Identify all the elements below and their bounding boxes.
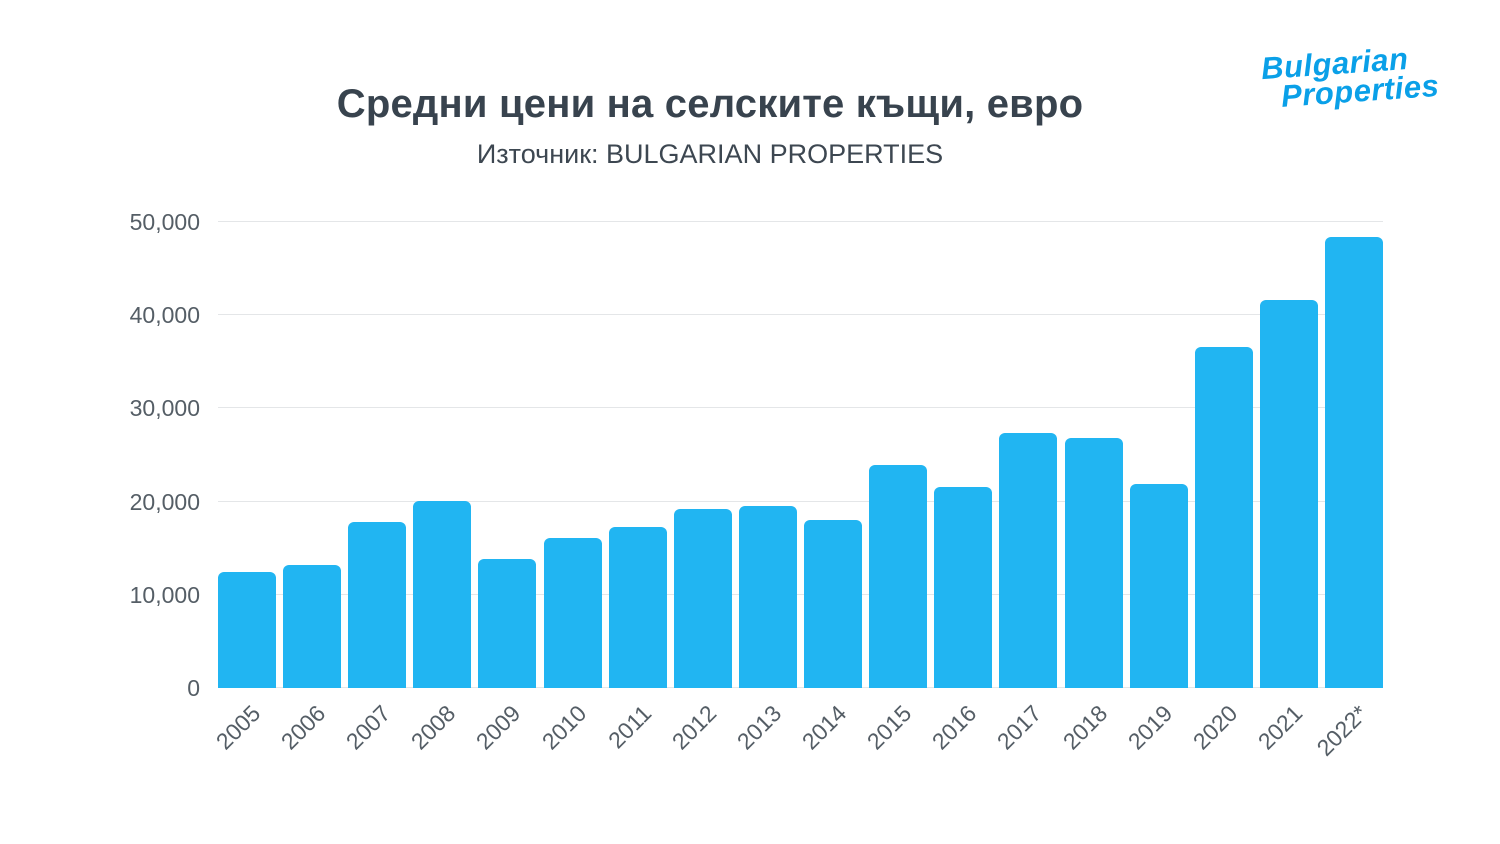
bar-2017 bbox=[999, 432, 1058, 688]
x-axis: 2005 2006 2007 2008 2009 2010 2011 2012 2013 2014… bbox=[211, 700, 1383, 820]
bar-2012 bbox=[673, 509, 732, 688]
bar-2021 bbox=[1259, 300, 1318, 688]
bar-2005 bbox=[218, 571, 276, 688]
chart-header: Средни цени на селските къщи, евро Източ… bbox=[0, 82, 1420, 170]
y-tick-label: 50,000 bbox=[129, 209, 200, 235]
bar-2013 bbox=[738, 506, 797, 688]
bar-2022* bbox=[1325, 236, 1383, 688]
bar-2018 bbox=[1064, 438, 1123, 688]
y-axis: 0 10,000 20,000 30,000 40,000 50,000 bbox=[0, 209, 200, 701]
y-tick-label: 10,000 bbox=[129, 581, 200, 608]
gridline bbox=[218, 593, 1383, 595]
chart-subtitle: Източник: BULGARIAN PROPERTIES bbox=[476, 139, 944, 169]
y-tick-label: 40,000 bbox=[129, 302, 200, 329]
bar-2008 bbox=[413, 500, 472, 688]
chart-title: Средни цени на селските къщи, евро bbox=[336, 82, 1084, 126]
y-tick-label: 20,000 bbox=[129, 488, 200, 515]
bar-2006 bbox=[283, 564, 342, 688]
bar-2010 bbox=[543, 537, 602, 688]
gridline bbox=[218, 500, 1383, 502]
bar-2016 bbox=[934, 486, 993, 688]
bar-2020 bbox=[1194, 346, 1253, 688]
bar-2007 bbox=[348, 522, 407, 688]
y-tick-label: 0 bbox=[187, 675, 200, 701]
gridline bbox=[218, 221, 1383, 222]
bar-2015 bbox=[869, 465, 928, 688]
plot-area bbox=[218, 221, 1383, 688]
bar-2014 bbox=[804, 520, 863, 688]
bar-2011 bbox=[608, 526, 667, 688]
bar-2019 bbox=[1129, 483, 1188, 688]
gridline bbox=[218, 687, 1383, 688]
y-tick-label: 30,000 bbox=[129, 395, 200, 422]
bar-2009 bbox=[478, 559, 537, 688]
gridline bbox=[218, 314, 1383, 316]
gridline bbox=[218, 407, 1383, 409]
